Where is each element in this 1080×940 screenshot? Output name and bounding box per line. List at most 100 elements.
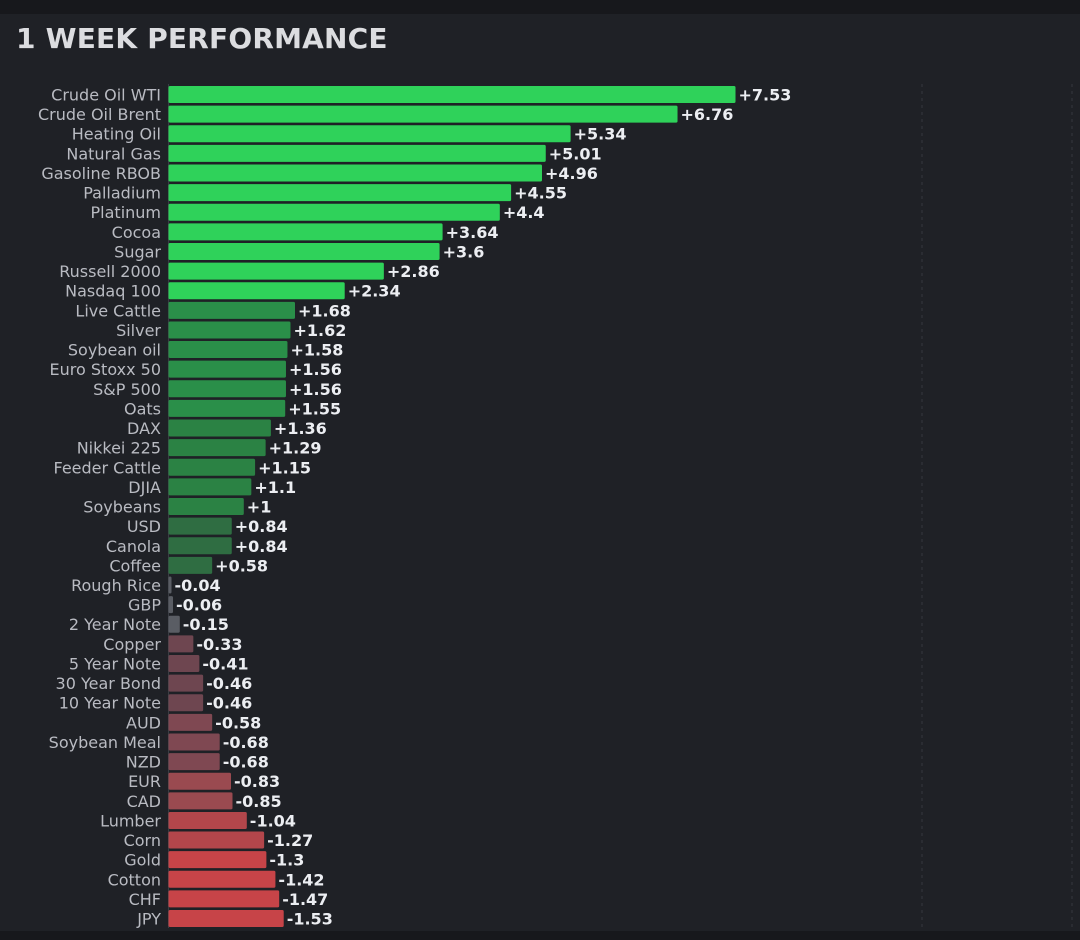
bar — [168, 321, 291, 339]
bar-row: 5 Year Note -0.41 — [69, 654, 249, 673]
bar-row: Soybean Meal -0.68 — [49, 733, 269, 752]
value-label: -1.27 — [267, 831, 313, 850]
bar-row: Feeder Cattle +1.15 — [54, 458, 311, 477]
value-label: -0.41 — [202, 654, 248, 673]
bar-row: AUD -0.58 — [126, 713, 261, 732]
value-label: +3.6 — [443, 242, 485, 261]
value-label: +1.68 — [298, 301, 351, 320]
bar-row: CAD -0.85 — [127, 792, 282, 811]
bar — [168, 537, 232, 555]
value-label: -0.06 — [176, 596, 222, 615]
bar-row: Gasoline RBOB +4.96 — [41, 164, 598, 183]
bar — [168, 125, 571, 143]
bar — [168, 772, 231, 790]
value-label: +1.58 — [290, 341, 343, 360]
category-label: Nikkei 225 — [77, 439, 161, 458]
bar — [168, 654, 200, 672]
bar-row: Copper -0.33 — [103, 635, 242, 654]
category-label: Platinum — [91, 203, 161, 222]
bar — [168, 576, 172, 594]
value-label: +5.34 — [574, 125, 627, 144]
value-label: +2.34 — [348, 282, 401, 301]
bar — [168, 184, 512, 202]
category-label: NZD — [126, 753, 161, 772]
value-label: +2.86 — [387, 262, 440, 281]
value-label: +7.53 — [739, 86, 792, 105]
value-label: -1.42 — [278, 870, 324, 889]
bar — [168, 831, 265, 849]
bar-row: Soybean oil +1.58 — [68, 341, 343, 360]
value-label: -0.83 — [234, 772, 280, 791]
value-label: +1.1 — [254, 478, 296, 497]
bar-row: 2 Year Note -0.15 — [69, 615, 229, 634]
bar — [168, 144, 546, 162]
bar — [168, 674, 204, 692]
bar-row: Nasdaq 100 +2.34 — [65, 282, 400, 301]
bar — [168, 733, 220, 751]
value-label: +4.55 — [514, 184, 567, 203]
bar-row: 30 Year Bond -0.46 — [56, 674, 253, 693]
bar-row: CHF -1.47 — [129, 890, 329, 909]
category-label: Russell 2000 — [59, 262, 161, 281]
value-label: +0.58 — [215, 556, 268, 575]
bar-row: NZD -0.68 — [126, 753, 269, 772]
bar — [168, 105, 678, 123]
category-label: Cotton — [108, 870, 161, 889]
bar — [168, 635, 194, 653]
category-label: S&P 500 — [93, 380, 161, 399]
bar — [168, 910, 284, 928]
category-label: CHF — [129, 890, 161, 909]
value-label: +4.96 — [545, 164, 598, 183]
value-label: -1.53 — [287, 910, 333, 929]
category-label: Gold — [124, 851, 161, 870]
bar-row: Canola +0.84 — [106, 537, 288, 556]
category-label: Palladium — [83, 184, 161, 203]
value-label: +4.4 — [503, 203, 545, 222]
category-label: 30 Year Bond — [56, 674, 161, 693]
value-label: -0.68 — [223, 733, 269, 752]
bar — [168, 458, 256, 476]
bar — [168, 262, 384, 280]
category-label: Canola — [106, 537, 161, 556]
bar — [168, 341, 288, 359]
value-label: -0.46 — [206, 694, 252, 713]
value-label: +1.55 — [288, 399, 341, 418]
category-label: CAD — [127, 792, 161, 811]
value-label: +0.84 — [235, 517, 288, 536]
bar — [168, 753, 220, 771]
bar-row: Rough Rice -0.04 — [71, 576, 221, 595]
bar — [168, 282, 345, 300]
category-label: Gasoline RBOB — [41, 164, 161, 183]
value-label: +5.01 — [549, 144, 602, 163]
value-label: -1.47 — [282, 890, 328, 909]
bar-row: Natural Gas +5.01 — [66, 144, 601, 163]
bar-row: DAX +1.36 — [127, 419, 327, 438]
category-label: DAX — [127, 419, 161, 438]
bar-row: S&P 500 +1.56 — [93, 380, 342, 399]
bar-row: Euro Stoxx 50 +1.56 — [50, 360, 342, 379]
category-label: Natural Gas — [66, 144, 161, 163]
value-label: +6.76 — [681, 105, 734, 124]
top-bar — [0, 0, 1080, 14]
bar — [168, 890, 280, 908]
value-label: -0.33 — [196, 635, 242, 654]
bar — [168, 870, 276, 888]
bar — [168, 851, 267, 869]
value-label: -1.04 — [250, 811, 296, 830]
bar-row: USD +0.84 — [127, 517, 288, 536]
bar — [168, 615, 180, 633]
bar — [168, 164, 542, 182]
bar-row: Palladium +4.55 — [83, 184, 567, 203]
category-label: Copper — [103, 635, 161, 654]
value-label: -0.04 — [175, 576, 221, 595]
value-label: +1.29 — [269, 439, 322, 458]
category-label: Crude Oil WTI — [51, 86, 161, 105]
bar-row: Russell 2000 +2.86 — [59, 262, 439, 281]
bar — [168, 556, 213, 574]
bar-row: JPY -1.53 — [136, 910, 333, 929]
bar-row: DJIA +1.1 — [128, 478, 296, 497]
bar — [168, 694, 204, 712]
bar — [168, 399, 286, 417]
